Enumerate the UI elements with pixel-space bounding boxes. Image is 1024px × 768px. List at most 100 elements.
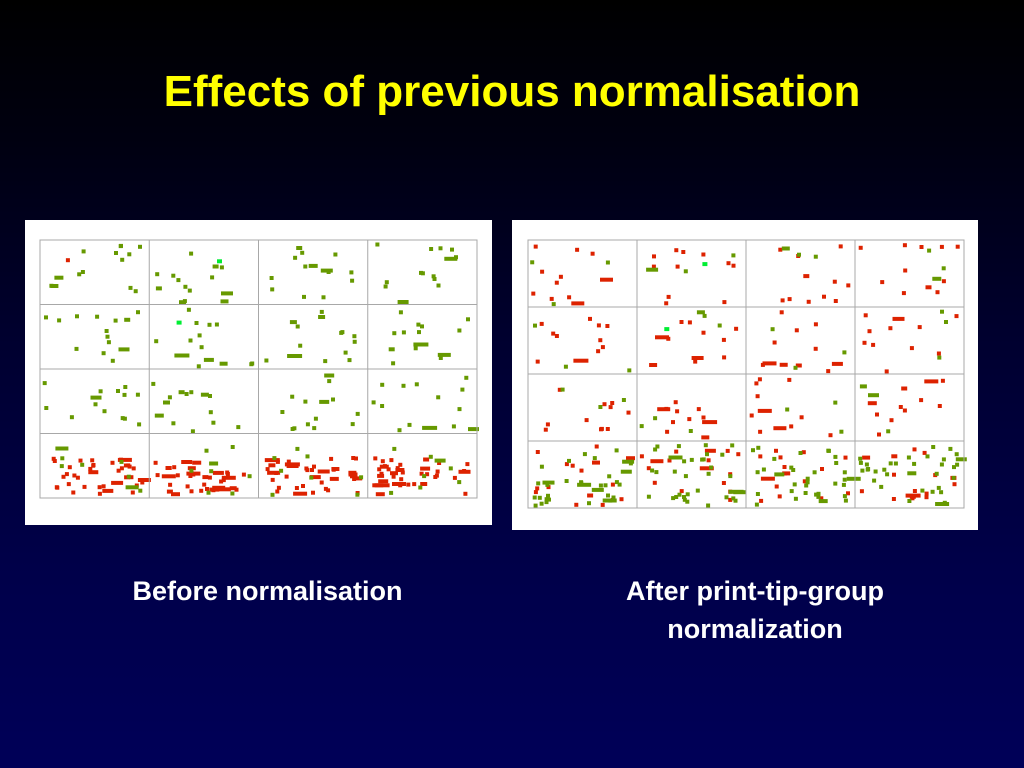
green-spot xyxy=(603,483,608,488)
green-spot xyxy=(941,266,946,271)
red-spot xyxy=(350,474,354,479)
green-spot xyxy=(422,474,427,479)
green-spot xyxy=(841,482,846,487)
green-spot xyxy=(560,387,565,392)
red-spot xyxy=(898,405,903,409)
red-spot xyxy=(626,456,635,461)
green-spot xyxy=(133,289,138,294)
green-spot xyxy=(756,445,761,450)
red-spot xyxy=(90,458,95,463)
green-spot xyxy=(135,392,140,397)
green-spot xyxy=(98,389,103,394)
red-spot xyxy=(390,471,398,476)
red-spot xyxy=(862,455,871,460)
green-spot xyxy=(249,362,254,367)
green-spot xyxy=(451,424,456,429)
red-spot xyxy=(64,472,69,477)
green-spot xyxy=(174,353,190,358)
red-spot xyxy=(331,467,340,471)
green-spot xyxy=(444,256,458,261)
red-spot xyxy=(420,466,431,471)
red-spot xyxy=(202,475,209,480)
green-spot xyxy=(163,400,170,405)
green-spot xyxy=(460,387,465,392)
red-spot xyxy=(675,264,680,269)
green-spot xyxy=(219,361,228,366)
red-spot xyxy=(673,400,678,405)
green-spot xyxy=(155,286,162,291)
red-spot xyxy=(651,264,656,269)
red-spot xyxy=(699,466,714,471)
red-spot xyxy=(131,466,136,471)
red-spot xyxy=(110,460,115,465)
red-spot xyxy=(760,476,775,481)
after-caption-line-1: After print-tip-group xyxy=(626,576,884,606)
red-spot xyxy=(782,465,787,469)
green-spot xyxy=(54,275,64,280)
red-spot xyxy=(317,469,330,474)
red-spot xyxy=(674,248,679,253)
red-spot xyxy=(679,489,684,494)
red-spot xyxy=(758,429,763,434)
green-spot xyxy=(935,502,950,506)
red-spot xyxy=(891,497,896,501)
control-spot xyxy=(176,320,182,325)
red-spot xyxy=(831,361,843,366)
green-spot xyxy=(110,358,115,363)
green-spot xyxy=(151,381,156,386)
red-spot xyxy=(88,466,93,471)
green-spot xyxy=(591,487,604,492)
green-spot xyxy=(44,406,49,410)
red-spot xyxy=(88,470,99,475)
red-spot xyxy=(549,296,554,301)
red-spot xyxy=(802,479,807,484)
green-spot xyxy=(349,270,354,275)
green-spot xyxy=(155,272,160,277)
red-spot xyxy=(234,487,239,492)
red-spot xyxy=(218,487,231,492)
red-spot xyxy=(838,244,843,249)
green-spot xyxy=(375,242,380,247)
green-spot xyxy=(270,287,275,292)
red-spot xyxy=(579,468,584,473)
green-spot xyxy=(457,328,462,333)
red-spot xyxy=(379,471,384,476)
red-spot xyxy=(326,488,331,493)
green-spot xyxy=(858,460,863,465)
red-spot xyxy=(267,470,281,475)
red-spot xyxy=(639,454,644,459)
red-spot xyxy=(728,497,733,502)
green-spot xyxy=(206,490,211,495)
green-spot xyxy=(75,314,79,319)
red-spot xyxy=(52,459,57,463)
red-spot xyxy=(558,274,563,279)
red-spot xyxy=(66,482,71,487)
red-spot xyxy=(590,251,595,256)
red-spot xyxy=(902,243,907,248)
red-spot xyxy=(941,279,946,284)
red-spot xyxy=(952,482,957,487)
green-spot xyxy=(798,451,803,455)
green-spot xyxy=(119,459,124,464)
red-spot xyxy=(123,463,128,468)
red-spot xyxy=(202,482,207,487)
green-spot xyxy=(305,454,310,459)
green-spot xyxy=(539,501,544,506)
green-spot xyxy=(688,429,693,433)
red-spot xyxy=(917,325,922,330)
green-spot xyxy=(326,270,331,274)
green-spot xyxy=(247,474,252,479)
red-spot xyxy=(268,463,276,468)
green-spot xyxy=(858,456,863,461)
green-spot xyxy=(864,462,869,467)
green-spot xyxy=(818,499,828,504)
red-spot xyxy=(902,408,907,413)
green-spot xyxy=(154,413,164,418)
green-spot xyxy=(272,456,277,461)
red-spot xyxy=(119,457,123,462)
green-spot xyxy=(614,448,619,453)
red-spot xyxy=(241,472,246,477)
green-spot xyxy=(654,470,659,475)
green-spot xyxy=(236,425,241,430)
red-spot xyxy=(319,480,324,485)
